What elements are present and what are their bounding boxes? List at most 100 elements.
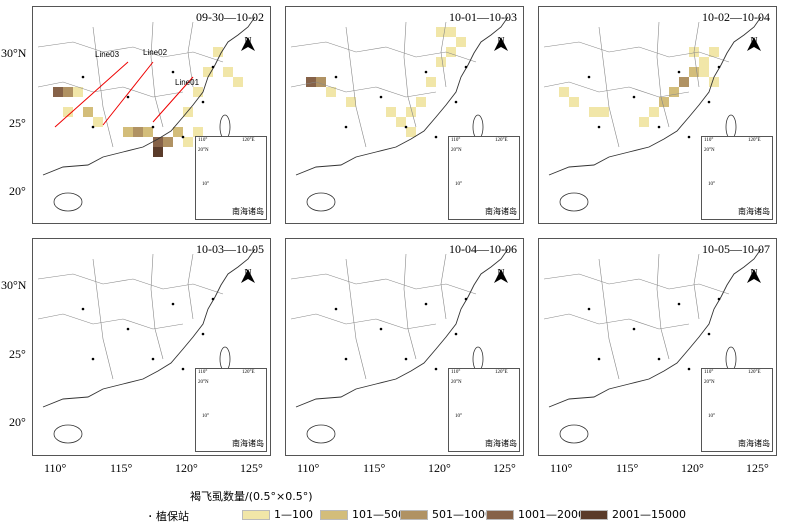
hainan-outline — [53, 192, 83, 212]
station-marker — [126, 327, 130, 331]
density-cell — [669, 87, 679, 97]
lon-tick-115: 115° — [616, 461, 639, 475]
station-marker — [657, 357, 661, 361]
lat-tick-25: 25° — [9, 116, 26, 130]
station-marker — [211, 65, 215, 69]
province-border — [656, 253, 670, 360]
lon-tick-115: 115° — [110, 461, 133, 475]
lon-tick-110: 110° — [550, 461, 573, 475]
map-svg-1: Line03 Line02 Line01 — [37, 16, 256, 212]
density-cell — [123, 127, 133, 137]
province-border — [543, 273, 730, 295]
density-cell — [346, 97, 356, 107]
panel-date-1: 09-30—10-02 — [196, 10, 264, 24]
province-border — [290, 313, 437, 330]
province-border — [543, 313, 690, 330]
station-marker — [717, 65, 721, 69]
density-cell — [599, 107, 609, 117]
station-marker — [201, 332, 205, 336]
density-cell — [709, 47, 719, 57]
province-border — [290, 81, 437, 98]
province-border — [187, 21, 194, 88]
map-svg-2 — [290, 16, 509, 212]
lon-tick-115: 115° — [363, 461, 386, 475]
station-marker — [379, 327, 383, 331]
station-marker — [677, 302, 681, 306]
station-marker — [126, 95, 130, 99]
map-svg-5 — [290, 248, 509, 444]
province-border — [543, 81, 690, 98]
legend: 褐飞虱数量/(0.5°×0.5°) · 植保站 1—100 101—500 50… — [0, 484, 800, 527]
station-marker — [707, 332, 711, 336]
coastline — [42, 16, 256, 176]
density-cell — [456, 37, 466, 47]
province-border — [543, 41, 730, 63]
inset-map: 110° 120°E 20°N 10° 南海诸岛 — [701, 368, 773, 452]
coastline — [295, 16, 509, 176]
north-arrow: N — [238, 269, 258, 283]
station-marker — [171, 302, 175, 306]
lon-tick-125: 125° — [493, 461, 516, 475]
province-border — [693, 21, 700, 88]
station-marker — [587, 75, 591, 79]
transect-line — [102, 61, 154, 126]
inset-label: 南海诸岛 — [485, 439, 517, 448]
station-marker — [632, 327, 636, 331]
hainan-outline — [306, 192, 336, 212]
map-panel-1: Line03 Line02 Line01 09-30—10-02 N 110° 12… — [32, 6, 271, 224]
transect-label: Line01 — [175, 78, 200, 87]
province-border — [345, 258, 367, 380]
coastline — [42, 248, 256, 408]
inset-label: 南海诸岛 — [232, 207, 264, 216]
density-cell — [406, 127, 416, 137]
inset-map: 110° 120°E 20°N 10° 南海诸岛 — [195, 136, 267, 220]
station-marker — [334, 307, 338, 311]
legend-item: 2001—15000 — [580, 508, 686, 521]
transect-label: Line03 — [95, 50, 120, 59]
station-marker — [424, 302, 428, 306]
station-marker — [657, 125, 661, 129]
density-cell — [659, 97, 669, 107]
density-cell — [446, 27, 456, 37]
province-border — [150, 21, 164, 128]
station-marker — [464, 297, 468, 301]
density-cell — [316, 77, 326, 87]
province-border — [37, 81, 184, 98]
density-cell — [326, 87, 336, 97]
density-cell — [73, 87, 83, 97]
station-marker — [151, 125, 155, 129]
station-marker — [707, 100, 711, 104]
density-cell — [213, 47, 223, 57]
density-cell — [223, 67, 233, 77]
map-panel-5: 10-04—10-06 N 110° 120°E 20°N 10° 南海诸岛 — [285, 238, 524, 456]
province-border — [440, 21, 447, 88]
density-cell — [386, 107, 396, 117]
station-marker — [687, 367, 691, 371]
station-marker — [454, 332, 458, 336]
province-border — [345, 26, 367, 148]
density-cell — [153, 147, 163, 157]
density-cell — [436, 57, 446, 67]
north-arrow: N — [238, 37, 258, 51]
density-cell — [93, 117, 103, 127]
map-panel-2: 10-01—10-03 N 110° 120°E 20°N 10° 南海诸岛 — [285, 6, 524, 224]
density-cell — [639, 117, 649, 127]
density-cell — [699, 57, 709, 67]
density-cell — [63, 107, 73, 117]
legend-swatch — [486, 510, 514, 520]
station-marker — [344, 125, 348, 129]
province-border — [598, 258, 620, 380]
density-cell — [153, 137, 163, 147]
province-border — [290, 273, 477, 295]
station-marker — [464, 65, 468, 69]
density-cell — [193, 87, 203, 97]
panel-date-5: 10-04—10-06 — [449, 242, 517, 256]
legend-swatch — [400, 510, 428, 520]
station-marker — [181, 135, 185, 139]
hainan-outline — [53, 424, 83, 444]
panel-date-3: 10-02—10-04 — [702, 10, 770, 24]
density-cell — [699, 67, 709, 77]
station-marker — [677, 70, 681, 74]
province-border — [187, 253, 194, 320]
hainan-outline — [559, 424, 589, 444]
